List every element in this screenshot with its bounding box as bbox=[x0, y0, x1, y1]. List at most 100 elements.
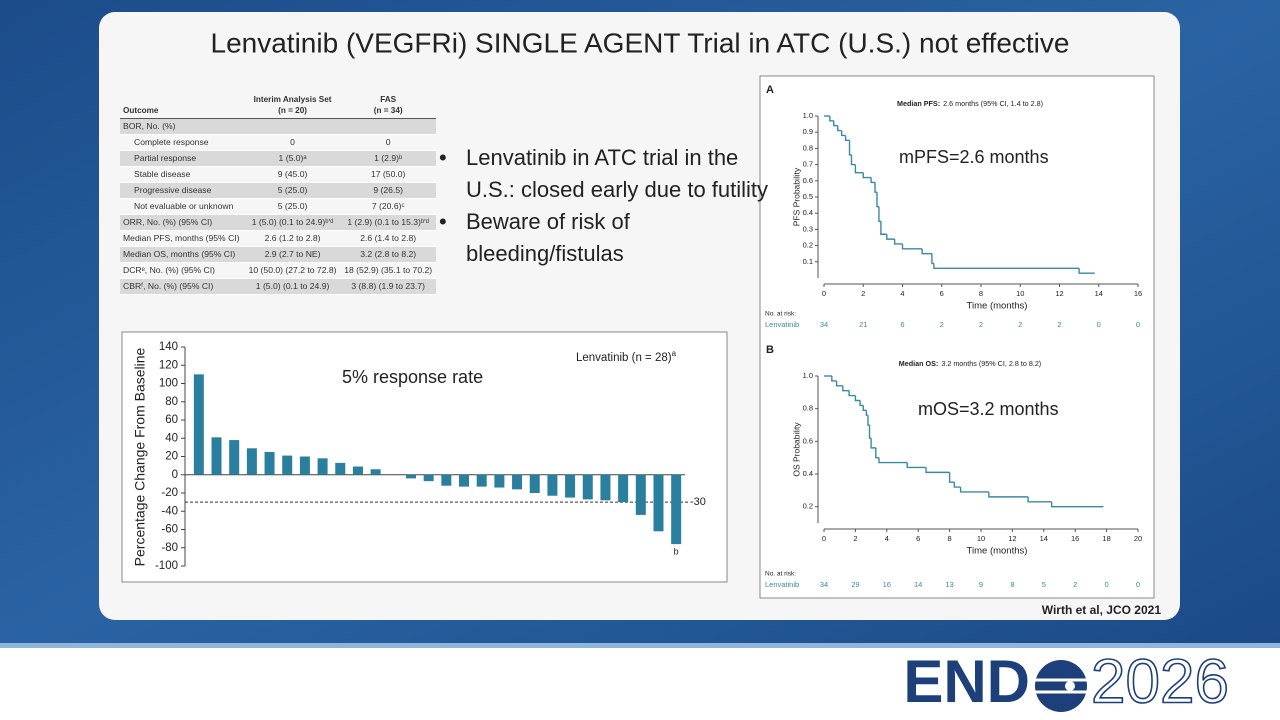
x-axis-label: Time (months) bbox=[967, 546, 1028, 557]
bar bbox=[405, 474, 416, 479]
y-axis-label: PFS Probability bbox=[791, 167, 801, 226]
table-cell: 1 (2.9)ᵇ bbox=[340, 150, 436, 167]
at-risk-value: 5 bbox=[1042, 580, 1046, 589]
table-cell: 9 (26.5) bbox=[340, 182, 436, 199]
y-tick-label: -20 bbox=[161, 487, 178, 499]
table-cell: 9 (45.0) bbox=[244, 166, 341, 183]
at-risk-series: Lenvatinib bbox=[765, 320, 799, 329]
x-tick-label: 8 bbox=[979, 289, 983, 298]
survival-step bbox=[831, 376, 837, 382]
survival-step bbox=[859, 400, 864, 407]
y-tick-label: 0.2 bbox=[803, 241, 813, 250]
table-row: BOR, No. (%) bbox=[120, 118, 436, 135]
at-risk-value: 2 bbox=[1057, 320, 1061, 329]
divider bbox=[0, 643, 1280, 648]
bar bbox=[299, 456, 310, 475]
table-cell: 3.2 (2.8 to 8.2) bbox=[340, 246, 436, 263]
survival-step bbox=[878, 457, 908, 464]
x-tick-label: 10 bbox=[977, 534, 985, 543]
header-cell: FAS (n = 34) bbox=[340, 92, 436, 119]
at-risk-value: 0 bbox=[1097, 320, 1101, 329]
subtitle: Median OS: 3.2 months (95% CI, 2.8 to 8.2… bbox=[899, 359, 1041, 368]
table-row: ORR, No. (%) (95% CI) 1 (5.0) (0.1 to 24.… bbox=[120, 214, 436, 231]
table-cell: Stable disease bbox=[120, 166, 245, 183]
bar bbox=[476, 474, 487, 487]
subtitle-text: 3.2 months (95% CI, 2.8 to 8.2) bbox=[941, 359, 1041, 368]
x-tick-label: 16 bbox=[1134, 289, 1142, 298]
bar bbox=[459, 474, 470, 487]
x-tick-label: 0 bbox=[822, 534, 826, 543]
bar bbox=[352, 466, 363, 475]
survival-step bbox=[959, 487, 989, 493]
table-cell: 2.6 (1.4 to 2.8) bbox=[340, 230, 436, 247]
bar bbox=[600, 474, 611, 501]
header-cell: Outcome bbox=[120, 92, 245, 119]
header-row: Outcome Interim Analysis Set (n = 20) FAS (n… bbox=[120, 92, 436, 119]
survival-step bbox=[870, 177, 876, 184]
y-tick-label: 0.6 bbox=[803, 176, 813, 185]
table-cell: 0 bbox=[340, 134, 436, 151]
at-risk-value: 34 bbox=[820, 320, 828, 329]
x-tick-label: 4 bbox=[885, 534, 889, 543]
x-tick-label: 14 bbox=[1095, 289, 1103, 298]
table-row: Progressive disease 5 (25.0) 9 (26.5) bbox=[120, 182, 436, 199]
survival-step bbox=[906, 462, 927, 469]
x-tick-label: 6 bbox=[916, 534, 920, 543]
x-tick-label: 20 bbox=[1134, 534, 1142, 543]
bar bbox=[653, 474, 664, 532]
km-frame bbox=[759, 75, 1155, 599]
y-tick-label: 60 bbox=[165, 414, 178, 426]
panel-label: A bbox=[766, 84, 774, 96]
y-tick-label: 1.0 bbox=[803, 111, 813, 120]
bar bbox=[582, 474, 593, 500]
at-risk-value: 8 bbox=[1010, 580, 1014, 589]
logo-right: 2026 bbox=[1091, 647, 1229, 716]
y-axis-label: OS Probability bbox=[791, 422, 801, 477]
header-text: (n = 34) bbox=[373, 106, 403, 115]
x-tick-label: 12 bbox=[1055, 289, 1063, 298]
survival-step bbox=[829, 116, 834, 122]
subtitle: Median PFS: 2.6 months (95% CI, 1.4 to 2.… bbox=[897, 99, 1043, 108]
header-text: (n = 20) bbox=[278, 106, 308, 115]
at-risk-value: 0 bbox=[1105, 580, 1109, 589]
survival-step bbox=[901, 243, 923, 250]
survival-step bbox=[1027, 496, 1052, 503]
survival-step bbox=[886, 234, 895, 240]
bar bbox=[494, 474, 505, 488]
reference-label: -30 bbox=[690, 496, 706, 508]
footer-band bbox=[0, 648, 1280, 720]
at-risk-title: No. at risk: bbox=[765, 311, 796, 318]
x-tick-label: 2 bbox=[853, 534, 857, 543]
table-cell: 5 (25.0) bbox=[244, 182, 341, 199]
table-cell: BOR, No. (%) bbox=[120, 118, 245, 135]
survival-step bbox=[948, 472, 955, 483]
survival-step bbox=[953, 482, 961, 488]
legend-sup: a bbox=[672, 349, 677, 358]
table-cell: Not evaluable or unknown bbox=[120, 198, 245, 215]
outcome-table: Outcome Interim Analysis Set (n = 20) FAS (n… bbox=[120, 92, 436, 295]
table-row: Not evaluable or unknown 5 (25.0) 7 (20.6)… bbox=[120, 198, 436, 215]
x-tick-label: 6 bbox=[940, 289, 944, 298]
table-cell bbox=[340, 118, 436, 135]
bar bbox=[565, 474, 576, 498]
survival-step bbox=[925, 467, 950, 474]
bar bbox=[264, 451, 275, 475]
bar bbox=[529, 474, 540, 493]
at-risk-value: 16 bbox=[883, 580, 891, 589]
y-tick-label: -80 bbox=[161, 542, 178, 554]
bar bbox=[317, 458, 328, 475]
at-risk-value: 2 bbox=[940, 320, 944, 329]
bar bbox=[618, 474, 629, 503]
y-tick-label: -60 bbox=[161, 524, 178, 536]
table-cell: Median PFS, months (95% CI) bbox=[120, 230, 245, 247]
x-tick-label: 0 bbox=[822, 289, 826, 298]
x-tick-label: 4 bbox=[900, 289, 904, 298]
at-risk-value: 0 bbox=[1136, 580, 1140, 589]
bar bbox=[335, 462, 346, 475]
table-cell: 10 (50.0) (27.2 to 72.8) bbox=[244, 262, 341, 279]
survival-step bbox=[862, 172, 872, 179]
y-tick-label: 0 bbox=[172, 469, 178, 481]
bullet: Beware of risk of bleeding/fistulas bbox=[439, 206, 786, 270]
survival-step bbox=[854, 395, 861, 402]
